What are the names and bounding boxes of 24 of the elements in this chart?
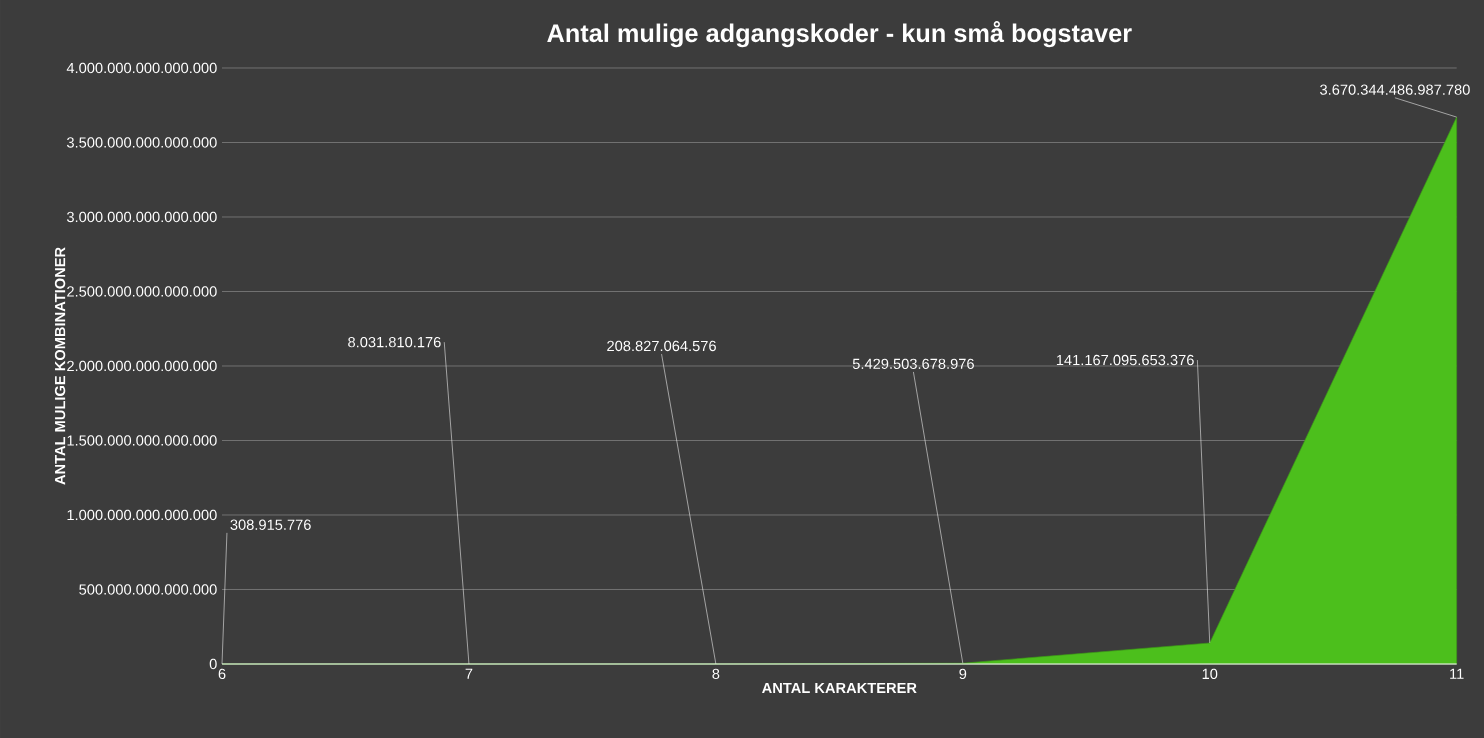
y-tick-label: 3.500.000.000.000.000 bbox=[66, 137, 217, 148]
y-tick-label: 500.000.000.000.000 bbox=[79, 584, 217, 595]
y-tick-label: 0 bbox=[209, 658, 217, 670]
y-tick-label: 3.000.000.000.000.000 bbox=[66, 211, 217, 223]
x-axis-title: ANTAL KARAKTERER bbox=[762, 682, 917, 693]
data-label: 3.670.344.486.987.780 bbox=[1320, 84, 1470, 95]
y-axis-title: ANTAL MULIGE KOMBINATIONER bbox=[54, 247, 66, 485]
data-label: 141.167.095.653.376 bbox=[1056, 354, 1194, 366]
x-tick-label: 8 bbox=[712, 668, 720, 680]
data-label: 8.031.810.176 bbox=[348, 336, 441, 348]
x-tick-label: 6 bbox=[218, 668, 226, 680]
data-label: 5.429.503.678.976 bbox=[852, 358, 974, 370]
x-tick-label: 7 bbox=[465, 668, 473, 679]
data-label: 308.915.776 bbox=[230, 519, 311, 530]
x-tick-label: 9 bbox=[959, 668, 967, 680]
y-tick-label: 1.500.000.000.000.000 bbox=[67, 435, 217, 446]
y-tick-label: 2.000.000.000.000.000 bbox=[67, 360, 217, 372]
x-tick-label: 11 bbox=[1450, 668, 1464, 679]
chart-title: Antal mulige adgangskoder - kun små bogstaver bbox=[547, 21, 1132, 48]
y-tick-label: 2.500.000.000.000.000 bbox=[67, 286, 217, 297]
y-tick-label: 4.000.000.000.000.000 bbox=[66, 62, 217, 74]
x-tick-label: 10 bbox=[1202, 668, 1218, 680]
data-label: 208.827.064.576 bbox=[607, 340, 716, 352]
y-tick-label: 1.000.000.000.000.000 bbox=[67, 509, 217, 521]
